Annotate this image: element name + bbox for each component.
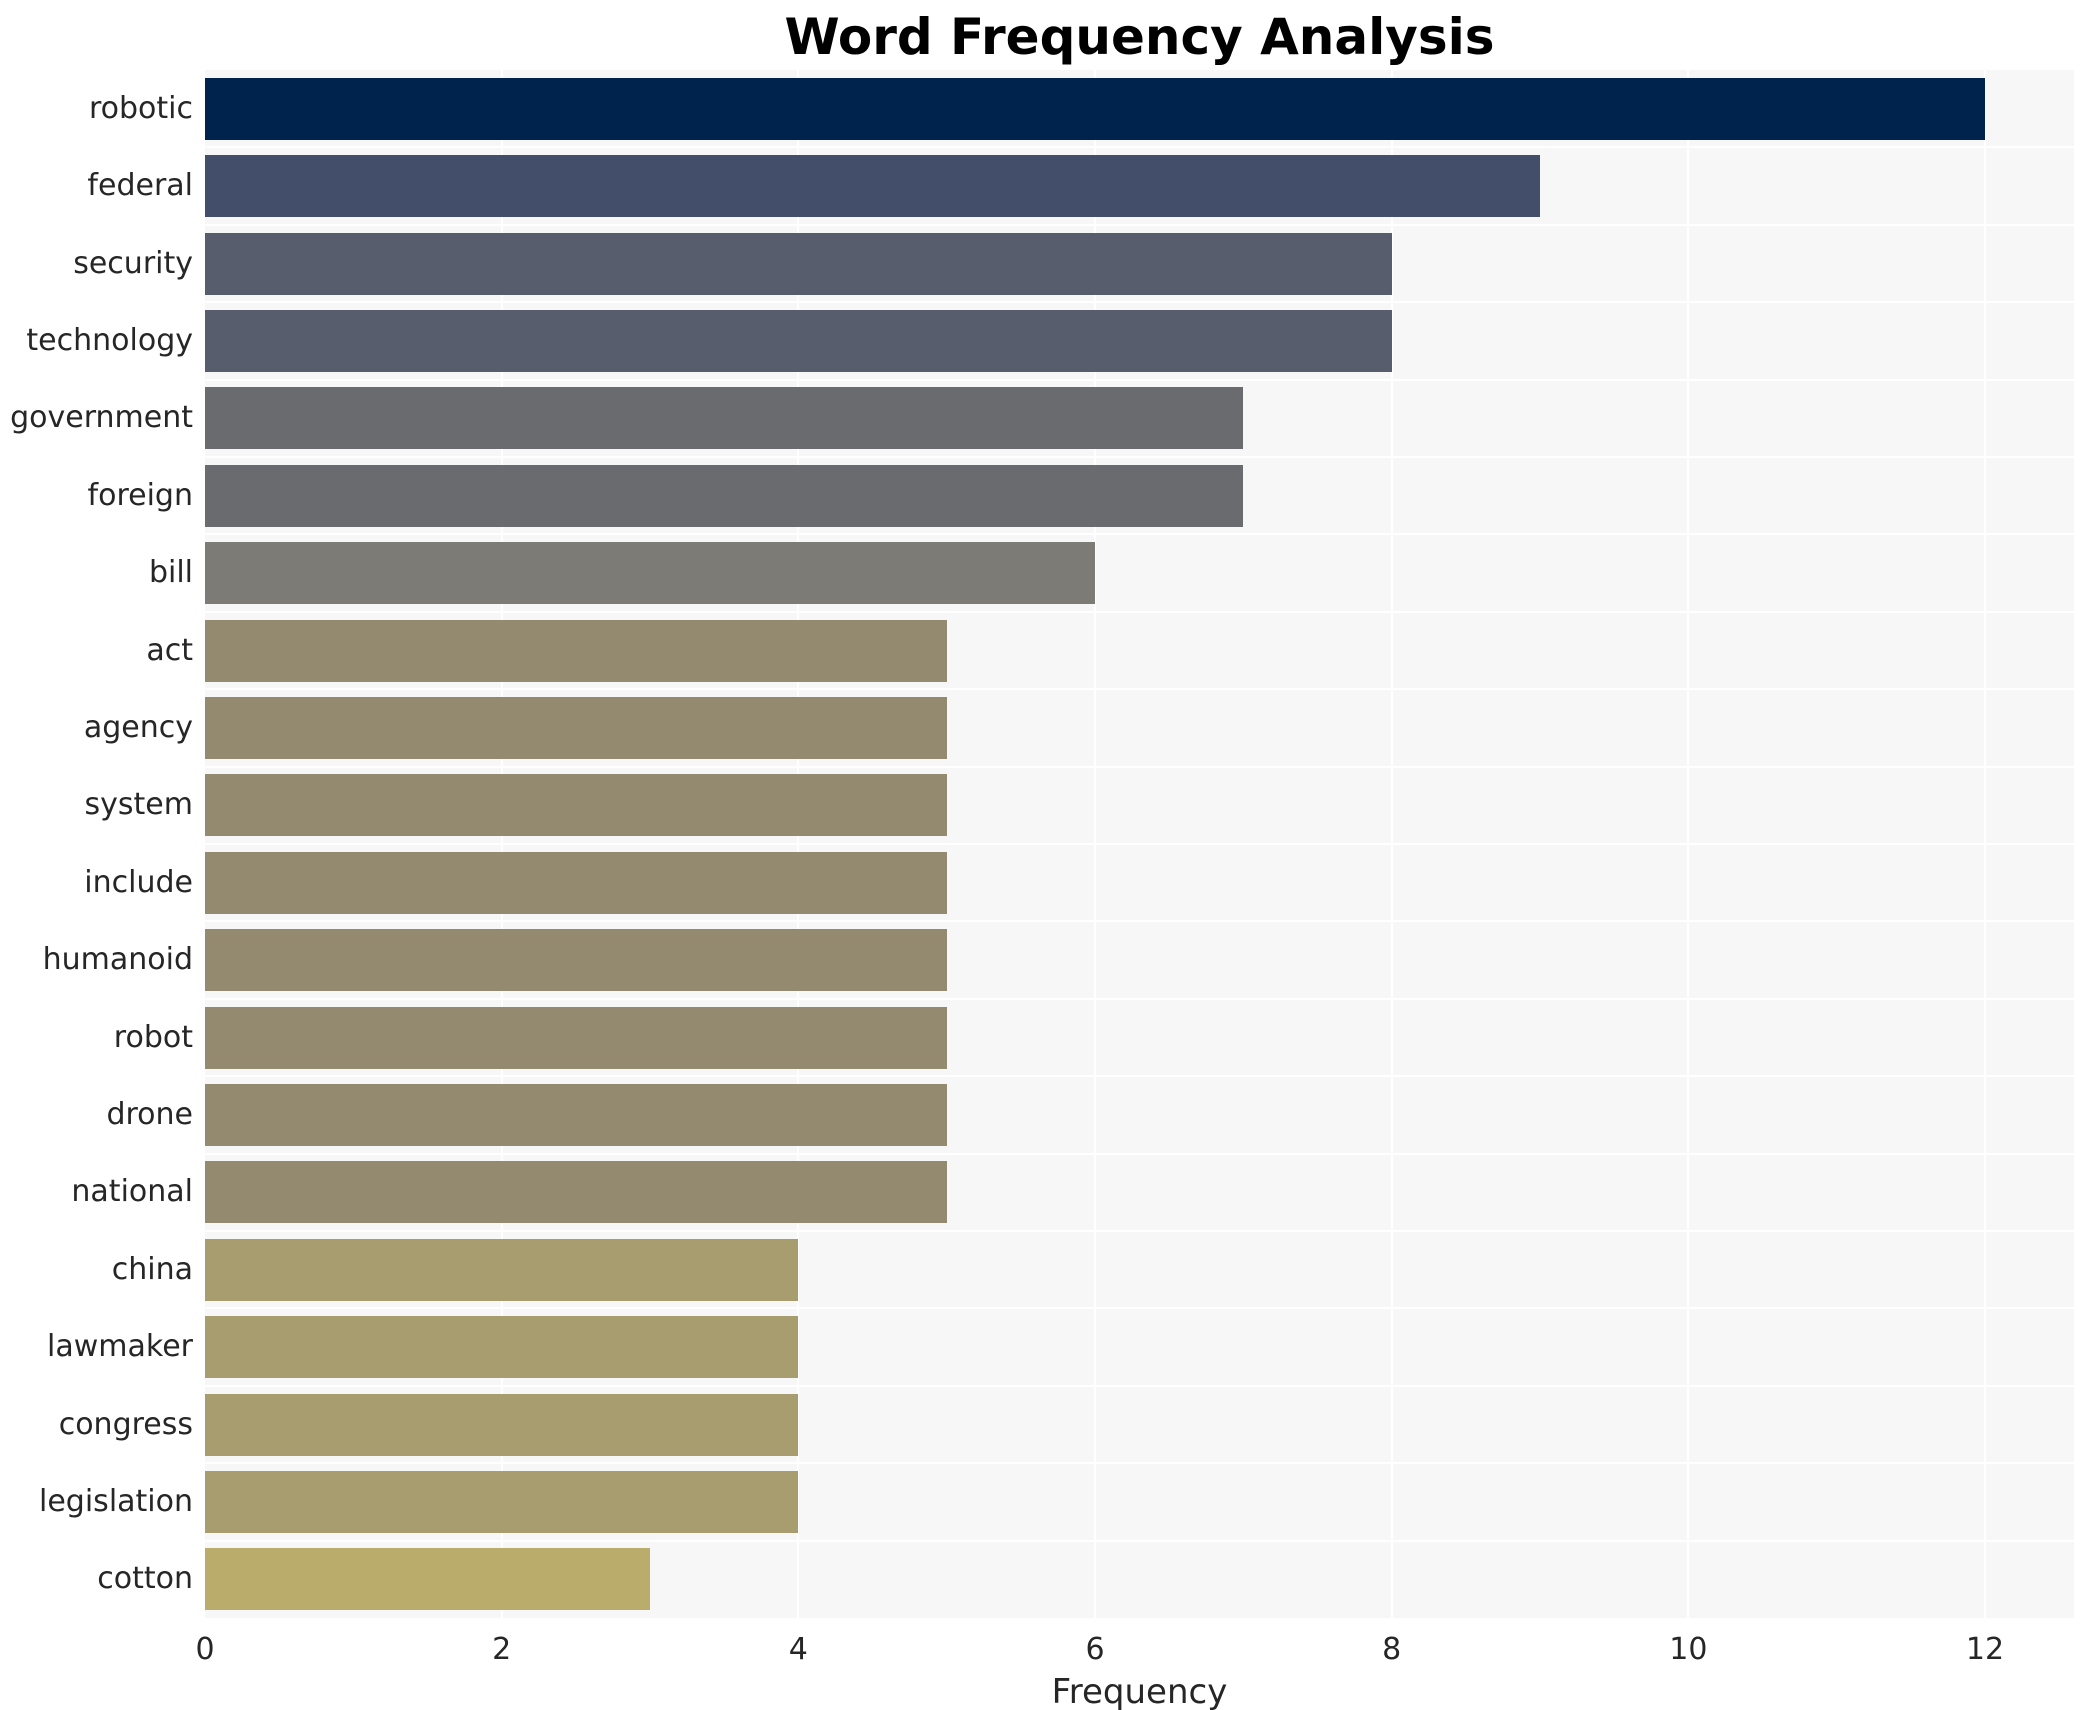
bar-drone <box>205 1083 947 1146</box>
y-tick-label-lawmaker: lawmaker <box>47 1329 193 1365</box>
x-tick-label-4: 4 <box>788 1632 808 1667</box>
chart-title: Word Frequency Analysis <box>784 8 1495 66</box>
x-tick-label-6: 6 <box>1085 1632 1105 1667</box>
x-tick-label-8: 8 <box>1382 1632 1402 1667</box>
bar-cotton <box>205 1548 650 1611</box>
bar-bill <box>205 542 1095 605</box>
bar-robotic <box>205 77 1985 140</box>
bar-humanoid <box>205 929 947 992</box>
gridline-horizontal <box>205 301 2074 304</box>
x-tick-label-10: 10 <box>1669 1632 1708 1667</box>
bar-legislation <box>205 1470 799 1533</box>
gridline-horizontal <box>205 1462 2074 1465</box>
x-tick-label-0: 0 <box>195 1632 215 1667</box>
gridline-horizontal <box>205 610 2074 613</box>
x-axis-title: Frequency <box>1051 1672 1228 1710</box>
gridline-horizontal <box>205 1539 2074 1542</box>
bar-china <box>205 1238 799 1301</box>
y-tick-label-technology: technology <box>26 322 193 358</box>
bar-security <box>205 232 1392 295</box>
gridline-horizontal <box>205 997 2074 1000</box>
bar-act <box>205 619 947 682</box>
gridline-vertical <box>1390 70 1393 1618</box>
gridline-horizontal <box>205 456 2074 458</box>
bar-foreign <box>205 464 1244 527</box>
gridline-horizontal <box>205 378 2074 381</box>
y-tick-label-agency: agency <box>83 709 193 745</box>
y-tick-label-china: china <box>111 1251 193 1287</box>
gridline-horizontal <box>205 1307 2074 1310</box>
bar-national <box>205 1161 947 1224</box>
bar-include <box>205 851 947 914</box>
y-tick-label-legislation: legislation <box>39 1483 193 1519</box>
gridline-vertical <box>1687 70 1690 1618</box>
gridline-horizontal <box>205 920 2074 923</box>
gridline-horizontal <box>205 688 2074 691</box>
bar-system <box>205 774 947 837</box>
gridline-horizontal <box>205 1384 2074 1387</box>
gridline-horizontal <box>205 843 2074 845</box>
y-tick-label-robotic: robotic <box>88 90 193 126</box>
bar-technology <box>205 309 1392 372</box>
bar-government <box>205 387 1244 450</box>
y-tick-label-government: government <box>10 400 193 436</box>
x-tick-label-12: 12 <box>1965 1632 2005 1667</box>
y-tick-label-security: security <box>73 245 193 281</box>
gridline-horizontal <box>205 1152 2074 1155</box>
bar-agency <box>205 696 947 759</box>
y-tick-label-act: act <box>146 632 193 668</box>
x-tick-label-2: 2 <box>492 1632 512 1667</box>
bar-congress <box>205 1393 799 1456</box>
bar-federal <box>205 155 1540 218</box>
y-tick-label-system: system <box>84 787 193 823</box>
y-tick-label-federal: federal <box>87 168 193 204</box>
gridline-vertical <box>797 70 800 1618</box>
bar-robot <box>205 1006 947 1069</box>
bar-lawmaker <box>205 1316 799 1379</box>
gridline-horizontal <box>205 1230 2074 1232</box>
gridline-vertical <box>500 70 503 1618</box>
y-tick-label-humanoid: humanoid <box>42 942 193 978</box>
gridline-vertical <box>1984 70 1986 1618</box>
gridline-vertical <box>1094 70 1096 1618</box>
y-tick-label-include: include <box>84 864 193 900</box>
y-tick-label-robot: robot <box>113 1019 193 1055</box>
gridline-horizontal <box>205 223 2074 226</box>
gridline-horizontal <box>205 765 2074 768</box>
plot-area <box>205 70 2074 1618</box>
gridline-horizontal <box>205 146 2074 149</box>
gridline-horizontal <box>205 533 2074 536</box>
y-tick-label-bill: bill <box>148 555 193 591</box>
y-tick-label-drone: drone <box>106 1096 193 1132</box>
y-tick-label-congress: congress <box>58 1406 193 1442</box>
y-tick-label-cotton: cotton <box>97 1561 193 1597</box>
y-tick-label-national: national <box>71 1174 193 1210</box>
gridline-horizontal <box>205 1075 2074 1078</box>
y-tick-label-foreign: foreign <box>87 477 193 513</box>
